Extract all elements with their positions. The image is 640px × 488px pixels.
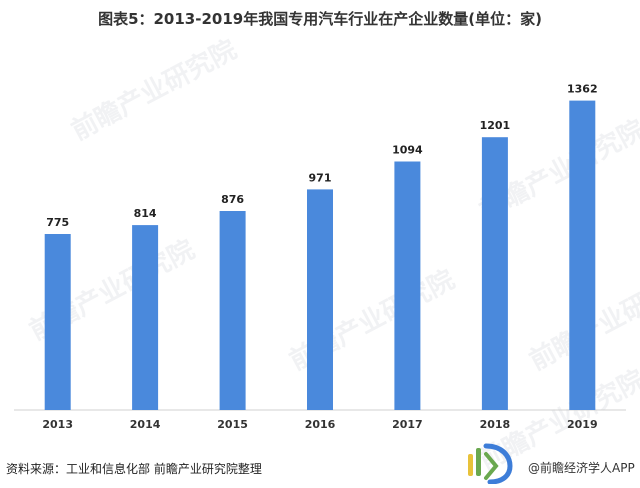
x-tick-label-2018: 2018 [480, 418, 511, 431]
x-tick-label-2015: 2015 [217, 418, 248, 431]
bar-2013 [44, 234, 71, 410]
data-label-2018: 1201 [480, 119, 511, 132]
bar-2014 [132, 225, 159, 410]
data-label-2017: 1094 [392, 144, 423, 157]
data-label-2016: 971 [309, 171, 332, 184]
bar-2018 [481, 137, 508, 410]
data-label-2015: 876 [221, 193, 244, 206]
x-tick-label-2016: 2016 [305, 418, 336, 431]
data-label-2013: 775 [46, 216, 69, 229]
data-label-2014: 814 [134, 207, 157, 220]
brand-logo-icon [468, 443, 513, 484]
bar-2017 [394, 161, 421, 410]
bar-2015 [219, 211, 246, 410]
brand-logo: @前瞻经济学人APP [462, 440, 636, 484]
data-label-2019: 1362 [567, 83, 598, 96]
brand-logo-text: @前瞻经济学人APP [528, 461, 635, 475]
x-tick-label-2014: 2014 [130, 418, 161, 431]
x-tick-label-2017: 2017 [392, 418, 423, 431]
bar-2016 [307, 189, 333, 410]
chart-title: 图表5：2013-2019年我国专用汽车行业在产企业数量(单位：家) [98, 10, 542, 28]
x-tick-label-2019: 2019 [567, 418, 598, 431]
source-note: 资料来源：工业和信息化部 前瞻产业研究院整理 [6, 462, 262, 476]
bar-2019 [569, 100, 596, 410]
x-tick-label-2013: 2013 [42, 418, 73, 431]
